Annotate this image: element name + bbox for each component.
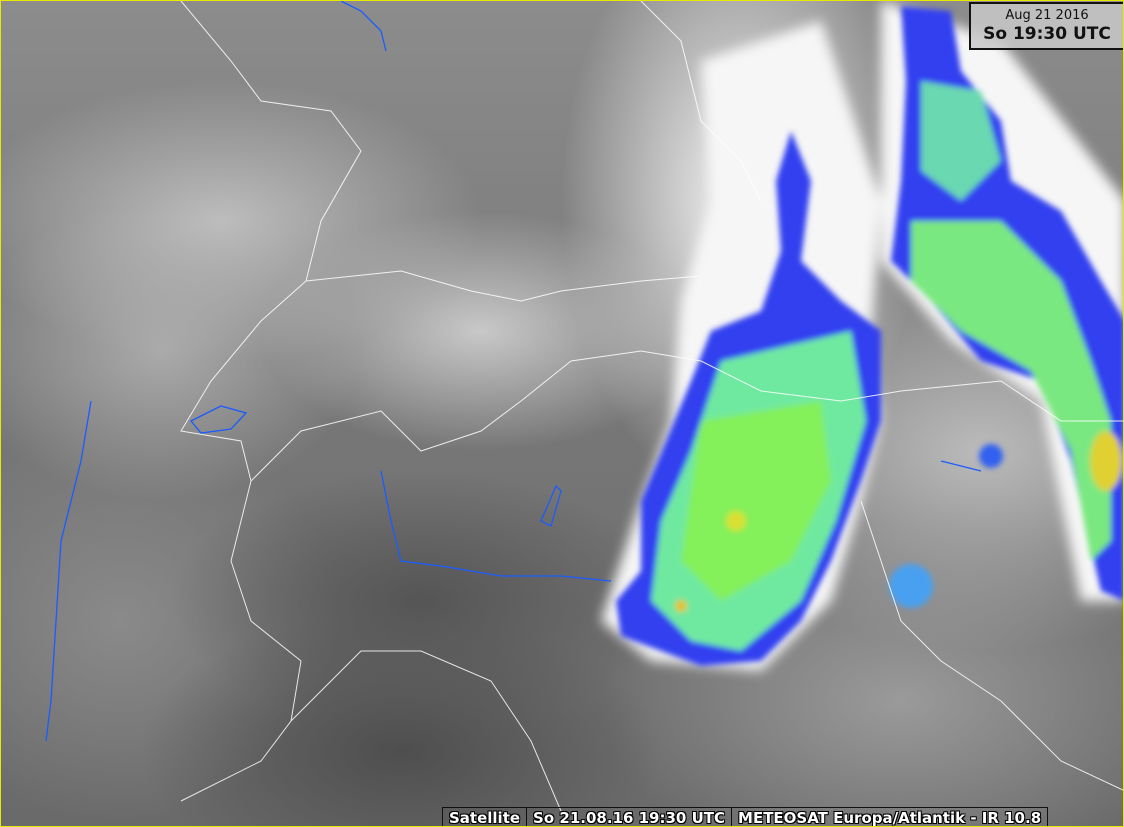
source-label: METEOSAT Europa/Atlantik - IR 10.8 <box>738 809 1042 827</box>
storm-system-west <box>616 131 1003 666</box>
info-bar: Satellite So 21.08.16 19:30 UTC METEOSAT… <box>442 807 1049 827</box>
product-label: Satellite <box>443 808 528 826</box>
country-borders <box>180 1 1123 812</box>
timestamp-box: Aug 21 2016 So 19:30 UTC <box>969 2 1123 50</box>
storm-system-east <box>891 6 1123 601</box>
time-label: So 19:30 UTC <box>983 24 1111 44</box>
rivers <box>45 1 982 742</box>
timestamp-label: So 21.08.16 19:30 UTC <box>527 808 733 826</box>
date-label: Aug 21 2016 <box>1005 8 1089 23</box>
